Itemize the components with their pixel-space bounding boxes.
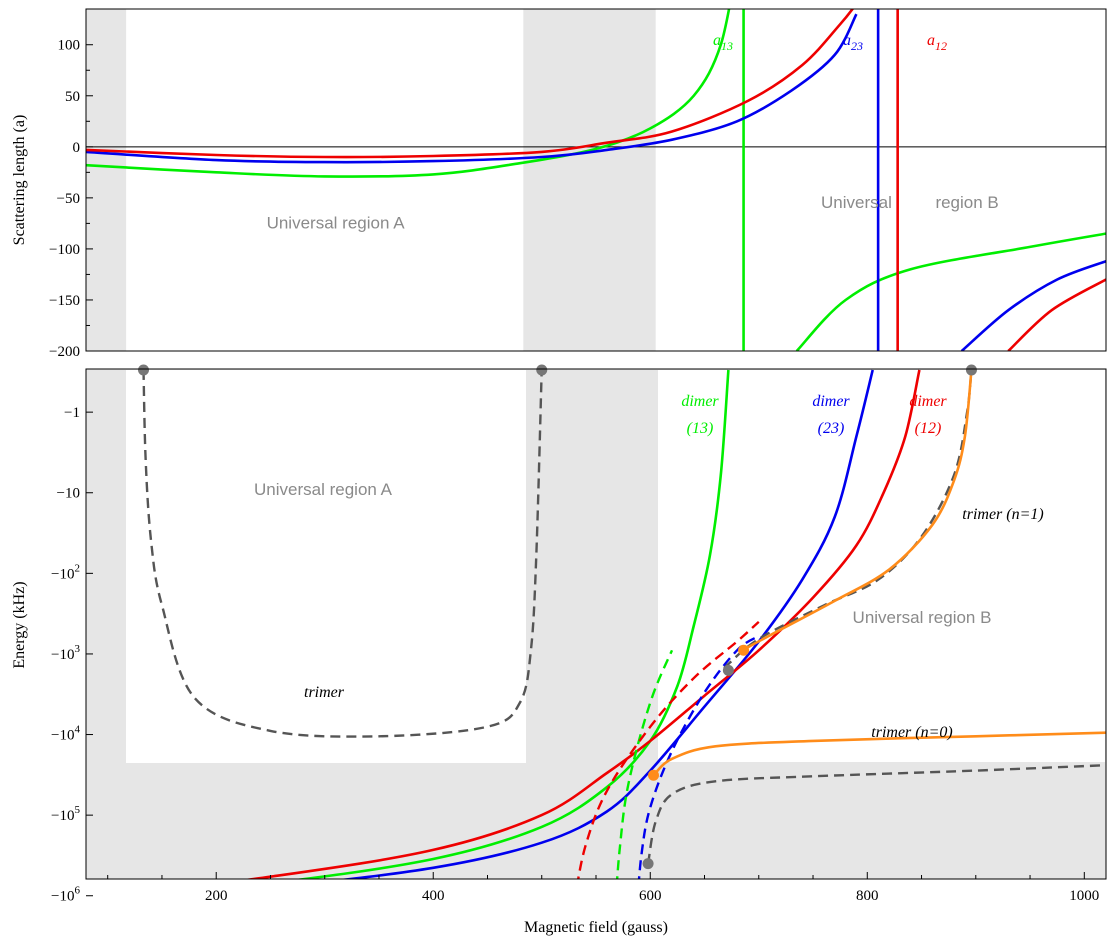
marker-3 [642,858,654,870]
dimer-13-index: (13) [687,420,714,437]
top-region-label-2: region B [935,193,998,212]
marker-5 [648,769,660,781]
tick-base: −10 [51,808,74,824]
region-b-box [658,370,1105,762]
tick-exp: 3 [75,643,81,655]
curve-a13-right [795,232,1106,351]
top-curve-label-letter: a [713,32,721,49]
top-region-label-1: Universal [821,193,892,212]
bottom-ticks: −1−10−102−103−104−105−106 200 400 600 800 100… [51,405,1099,905]
series-3 [615,649,674,879]
series-2 [243,369,921,879]
top-region-label-0: Universal region A [267,213,406,232]
curve-a23-left [86,13,858,164]
top-ytick-label: −100 [49,242,80,258]
top-curve-label-12: a12 [927,32,947,53]
bottom-ytick-label: −106 [51,885,80,905]
dimer-12-label: dimer [909,393,947,410]
dimer-23-label: dimer [812,393,850,410]
region-b-label: Universal region B [853,608,992,627]
trimer-a-label: trimer [304,684,345,701]
series-9 [652,731,1106,777]
trimer-n1-label: trimer (n=1) [962,506,1043,523]
tick-exp: 6 [75,885,81,897]
tick-exp: 4 [75,724,81,736]
curve-a12-left [86,9,855,159]
bottom-series [142,369,1106,879]
marker-1 [536,364,548,376]
bottom-ytick-label: −105 [51,804,80,824]
top-curve-label-sub: 13 [721,39,733,53]
bottom-ytick-label: −102 [51,562,80,582]
top-ytick-label: −50 [57,191,80,207]
dimer-12-index: (12) [915,420,942,437]
x-axis-label: Magnetic field (gauss) [524,919,668,936]
bottom-y-axis-label: Energy (kHz) [11,581,28,668]
bottom-ytick-label: −10 [57,486,80,502]
region-a-box [126,370,526,763]
top-ytick-label: 100 [58,38,81,54]
region-a-label: Universal region A [254,480,393,499]
top-plot-frame [85,8,1107,352]
marker-4 [722,664,734,676]
top-curve-label-sub: 12 [935,39,947,53]
marker-6 [738,644,750,656]
tick-base: −10 [51,647,74,663]
bottom-ytick-label: −103 [51,643,80,663]
top-ytick-label: 50 [65,89,80,105]
top-shade-0 [86,9,127,351]
tick-base: −10 [51,728,74,744]
tick-exp: 2 [75,562,81,574]
xtick-label: 1000 [1069,888,1099,904]
curve-a23-right [960,259,1106,351]
curve-a13-left [86,9,731,178]
bottom-ytick-label: −104 [51,724,80,744]
tick-base: −10 [51,889,74,905]
bottom-panel: Universal region A Universal region B di… [11,364,1107,936]
top-curve-label-sub: 23 [851,39,863,53]
series-0 [294,369,730,879]
tick-base: −10 [51,566,74,582]
series-4 [637,635,760,879]
top-ytick-label: 0 [73,140,81,156]
top-curve-label-letter: a [927,32,935,49]
dimer-13-label: dimer [681,393,719,410]
bottom-ytick-label: −1 [64,405,80,421]
series-1 [338,369,874,879]
marker-0 [138,364,150,376]
bottom-markers [138,364,977,870]
top-region-labels: Universal region A Universal region B [267,193,999,232]
top-shade-1 [523,9,656,351]
series-10 [741,369,973,652]
top-y-axis-label: Scattering length (a) [11,115,28,246]
xtick-label: 200 [205,888,228,904]
xtick-label: 600 [639,888,662,904]
xtick-label: 400 [422,888,445,904]
top-series [86,9,1106,351]
series-5 [576,620,760,879]
top-y-ticks: 100 50 0 −50 −100 −150 −200 [49,38,93,360]
top-curve-label-letter: a [843,32,851,49]
curve-a12-right [1007,278,1106,351]
xtick-label: 800 [856,888,879,904]
marker-2 [965,364,977,376]
bottom-plot-frame [85,368,1107,880]
dimer-23-index: (23) [818,420,845,437]
top-curve-labels: a13 a23 a12 [713,32,947,53]
top-shaded-regions [86,9,656,351]
tick-exp: 5 [75,804,81,816]
top-ytick-label: −200 [49,344,80,360]
top-ytick-label: −150 [49,293,80,309]
series-6 [142,369,543,738]
trimer-n0-label: trimer (n=0) [871,724,952,741]
top-curve-label-13: a13 [713,32,733,53]
top-curve-label-23: a23 [843,32,863,53]
